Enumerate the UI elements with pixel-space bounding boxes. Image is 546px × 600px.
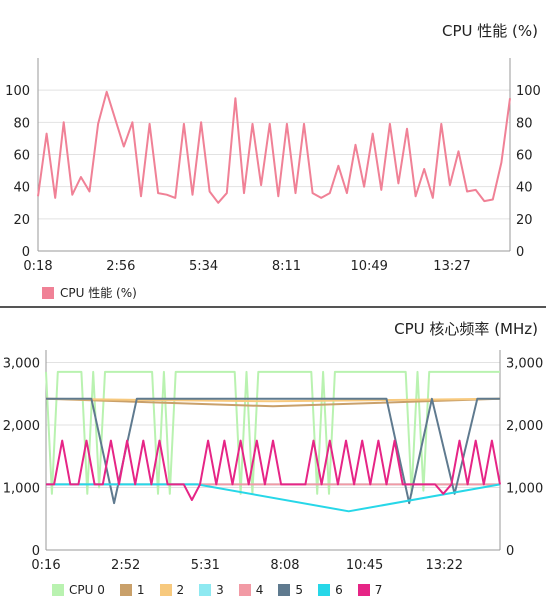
- y-tick-label-left: 20: [13, 213, 30, 228]
- legend-label-cpu-performance: CPU 性能 (%): [60, 286, 137, 300]
- series-line-7: [46, 439, 501, 501]
- legend-label: 5: [295, 583, 304, 597]
- legend-item-3: 3: [199, 583, 224, 597]
- legend-cpu-frequency: CPU 0 1 2 3 4 5 6 7: [52, 583, 391, 597]
- series-line-2: [45, 397, 501, 403]
- legend-swatch: [159, 584, 172, 596]
- x-tick-label: 0:18: [23, 259, 52, 274]
- x-tick-label: 10:49: [350, 259, 387, 274]
- y-tick-label-left: 80: [13, 116, 30, 131]
- y-tick-label-right: 1,000: [506, 482, 543, 497]
- y-tick-label-right: 80: [516, 116, 533, 131]
- legend-label: 6: [335, 583, 343, 597]
- x-tick-label: 8:11: [272, 259, 301, 274]
- y-tick-label-left: 40: [13, 181, 30, 196]
- y-tick-label-right: 0: [506, 544, 514, 559]
- legend-swatch: [119, 584, 132, 596]
- y-tick-label-right: 40: [516, 181, 533, 196]
- legend-item-6: 6: [318, 583, 343, 597]
- legend-item-1: 1: [119, 583, 145, 597]
- legend-item-2: 2: [159, 583, 185, 597]
- y-tick-label-left: 0: [32, 544, 40, 559]
- legend-item-cpu-0: CPU 0: [52, 583, 105, 597]
- legend-swatch: [52, 584, 64, 596]
- series-line-1: [45, 397, 501, 408]
- legend-swatch: [318, 584, 331, 596]
- legend-swatch-cpu-performance: [42, 286, 54, 299]
- legend-swatch: [278, 584, 291, 596]
- legend-label: CPU 0: [69, 583, 105, 597]
- x-tick-label: 13:27: [433, 259, 470, 274]
- y-tick-label-right: 60: [516, 149, 533, 164]
- cpu-frequency-chart: 0 0 1,000 1,000 2,000 2,000 3,000 3,000 0:16 2:52…: [3, 350, 543, 573]
- y-tick-label-left: 3,000: [3, 357, 40, 372]
- x-tick-label: 8:08: [270, 558, 299, 573]
- cpu-performance-panel: CPU 性能 (%) 0 0 20 20 40 40 60 60 80 80 100 100 0:18 2…: [5, 22, 541, 301]
- y-tick-label-right: 20: [516, 213, 533, 228]
- legend-cpu-performance: CPU 性能 (%): [42, 284, 137, 301]
- x-tick-label: 10:45: [346, 558, 383, 573]
- y-tick-label-left: 100: [5, 84, 30, 99]
- y-tick-label-left: 2,000: [3, 419, 40, 434]
- legend-label: 4: [255, 583, 264, 597]
- legend-label: 7: [374, 583, 383, 597]
- series-line-cpu-0: [45, 370, 500, 495]
- legend-label: 3: [216, 583, 224, 597]
- x-tick-label: 2:52: [111, 558, 140, 573]
- chart-title-cpu-performance: CPU 性能 (%): [442, 22, 538, 40]
- section-divider: [0, 306, 546, 308]
- legend-swatch: [199, 584, 212, 596]
- legend-label: 1: [136, 583, 145, 597]
- legend-swatch: [238, 584, 251, 596]
- legend-item-4: 4: [238, 583, 264, 597]
- cpu-frequency-panel: CPU 核心频率 (MHz) 0 0 1,000 1,000 2,000 2,000 3,0…: [0, 308, 546, 600]
- x-tick-label: 13:22: [426, 558, 463, 573]
- x-tick-label: 5:34: [189, 259, 218, 274]
- x-tick-label: 2:56: [106, 259, 135, 274]
- x-tick-label: 0:16: [31, 558, 60, 573]
- y-tick-label-left: 0: [22, 245, 30, 260]
- cpu-performance-chart: 0 0 20 20 40 40 60 60 80 80 100 100 0:18 2:56 5:34 8:11…: [5, 58, 541, 274]
- legend-item-7: 7: [357, 583, 383, 597]
- y-tick-label-right: 100: [516, 84, 541, 99]
- series-line-cpu: [37, 90, 511, 204]
- chart-title-cpu-frequency: CPU 核心频率 (MHz): [394, 320, 538, 338]
- legend-swatch: [357, 584, 370, 596]
- legend-item-5: 5: [278, 583, 303, 597]
- x-tick-label: 5:31: [191, 558, 220, 573]
- series-line-6: [46, 483, 501, 513]
- legend-label: 2: [176, 583, 185, 597]
- y-tick-label-right: 2,000: [506, 419, 543, 434]
- y-tick-label-left: 60: [13, 149, 30, 164]
- y-tick-label-right: 3,000: [506, 357, 543, 372]
- y-tick-label-right: 0: [516, 245, 524, 260]
- y-tick-label-left: 1,000: [3, 482, 40, 497]
